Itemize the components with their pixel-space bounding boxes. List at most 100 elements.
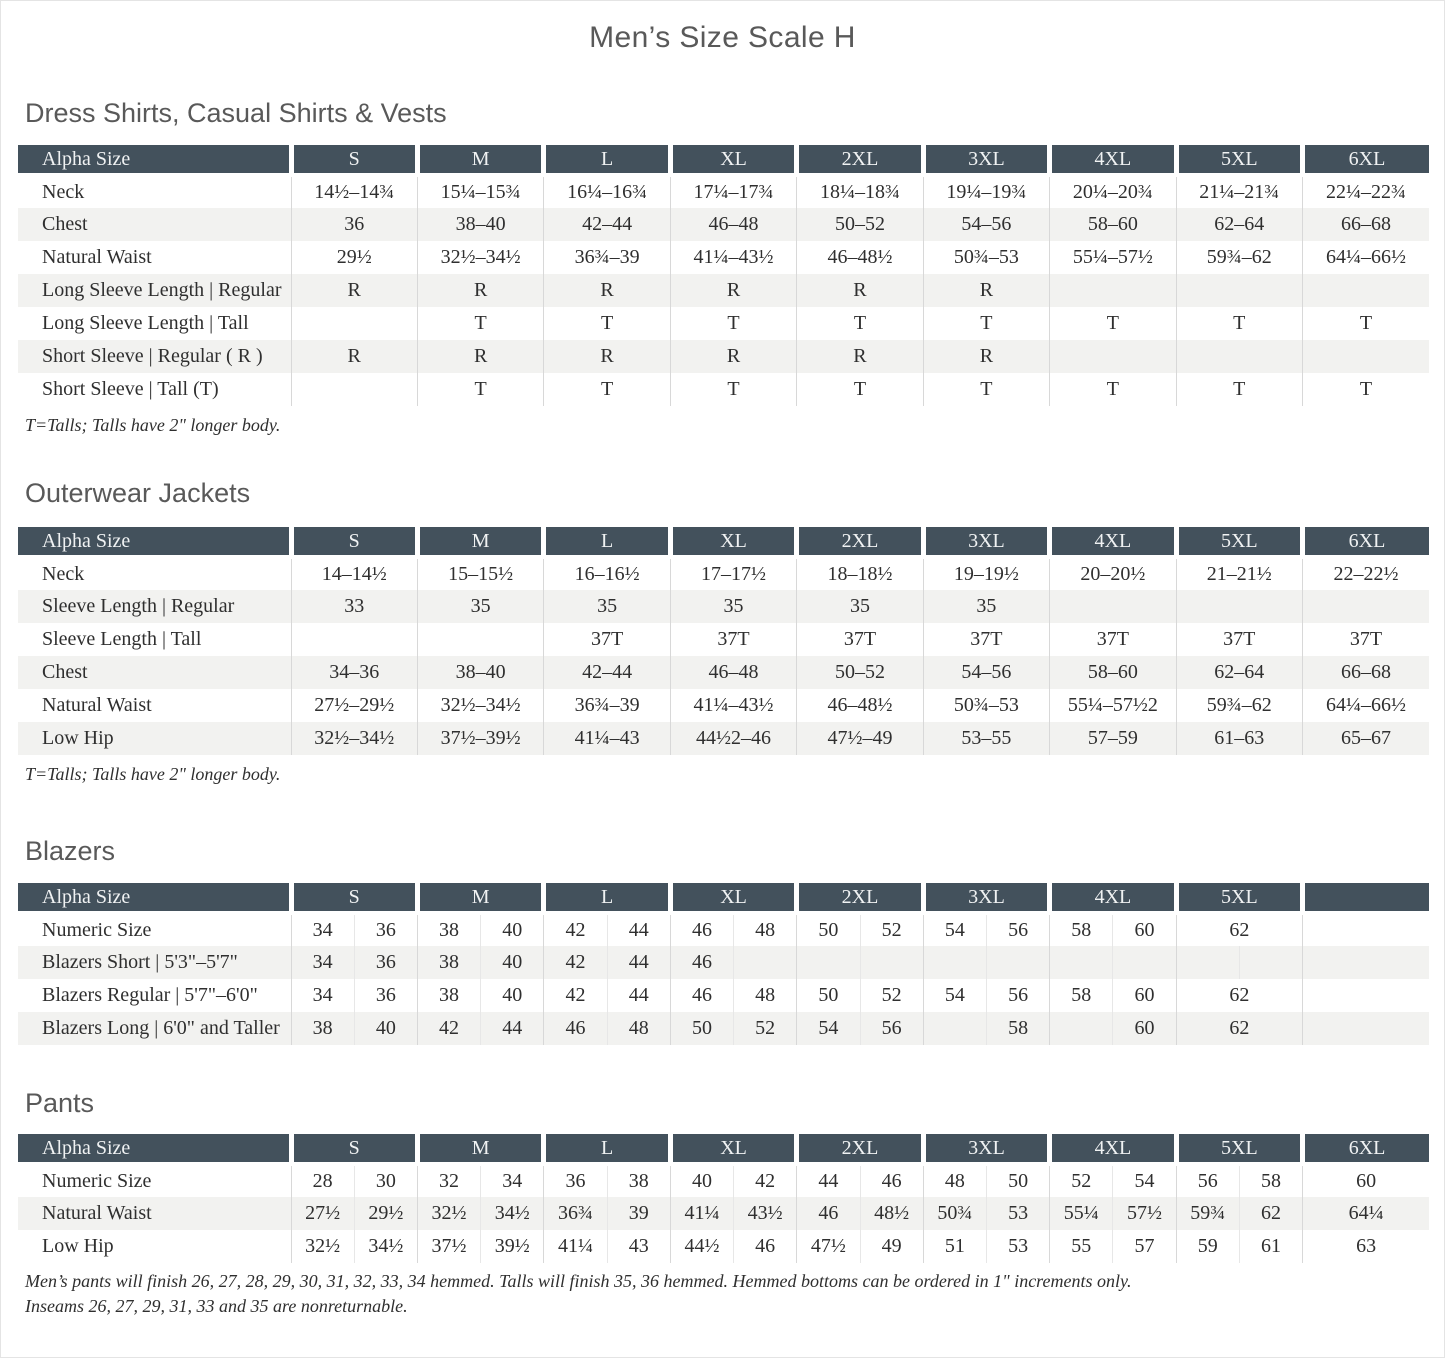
table-row: Long Sleeve Length | Regular R R R R R R [18,274,1429,307]
table-cell: 41¼ [669,1197,734,1230]
table-cell: 36¾ [543,1197,608,1230]
table-cell: 37½ [416,1230,481,1263]
table-cell: 55¼ [1049,1197,1113,1230]
size-column-header: 5XL [1173,883,1303,915]
table-cell: 62 [1175,1012,1303,1045]
table-cell: 44 [606,913,671,946]
table-cell: 58–60 [1049,208,1177,241]
table-cell: 33 [290,590,418,623]
table-cell: 62–64 [1175,656,1303,689]
table-cell: 50–52 [796,656,924,689]
size-column-header: L [541,527,671,559]
table-cell: 38 [416,913,481,946]
table-cell: 62 [1175,979,1303,1012]
table-cell: 42–44 [543,656,671,689]
size-column-header: 3XL [920,1134,1050,1166]
table-cell: 60 [1112,1012,1177,1045]
size-column-header: XL [667,527,797,559]
pants-footnote-line-1: Men’s pants will finish 26, 27, 28, 29, … [25,1271,1132,1291]
table-cell: T [416,373,544,406]
header-row: Alpha Size S M L XL 2XL 3XL 4XL 5XL 6XL [18,1134,1430,1166]
size-column-header: 2XL [794,1134,924,1166]
size-column-header: M [414,527,544,559]
table-cell: 46 [669,946,734,979]
size-column-header: 2XL [794,883,924,915]
row-label: Low Hip [42,1235,114,1257]
table-cell: 52 [1049,1164,1113,1197]
table-cell: 40 [480,946,544,979]
table-cell: 41¼ [543,1230,608,1263]
row-label: Short Sleeve | Tall (T) [42,378,219,400]
table-cell [1302,340,1429,373]
table-cell [1049,274,1177,307]
size-column-header: 5XL [1173,1134,1303,1166]
table-cell: 32½ [416,1197,481,1230]
label-column-header: Alpha Size [18,527,291,559]
table-cell: T [796,373,924,406]
table-cell: 54 [1112,1164,1177,1197]
table-cell: 38 [290,1012,355,1045]
table-cell: 46–48½ [796,689,924,722]
table-cell: 38–40 [416,208,544,241]
table-cell [1175,590,1303,623]
table-cell [796,946,860,979]
table-cell: 34½ [480,1197,544,1230]
table-cell: 39½ [480,1230,544,1263]
table-row: Natural Waist 27½ 29½ 32½ 34½ 36¾ 39 41¼ 43½ 46 48… [18,1197,1430,1230]
table-cell: 37T [1049,623,1177,656]
page-title: Men’s Size Scale H [589,21,856,54]
label-column-header: Alpha Size [18,1134,291,1166]
table-cell: T [796,307,924,340]
header-row: Alpha Size S M L XL 2XL 3XL 4XL 5XL [18,883,1430,915]
table-cell: 46 [543,1012,608,1045]
table-cell: T [1175,373,1303,406]
table-cell: 48 [733,913,797,946]
size-column-header: XL [667,145,797,177]
table-cell: 14–14½ [290,557,418,590]
table-cell: 56 [1175,1164,1240,1197]
row-label: Numeric Size [42,919,152,941]
table-cell: 28 [290,1164,355,1197]
table-cell: T [1302,373,1429,406]
table-cell: 35 [543,590,671,623]
table-cell: 48 [922,1164,987,1197]
size-column-header: S [288,1134,418,1166]
table-cell: 65–67 [1302,722,1429,755]
table-cell: 62–64 [1175,208,1303,241]
table-cell: 34–36 [290,656,418,689]
table-cell: T [669,307,797,340]
size-column-header: M [414,1134,544,1166]
table-cell: 48 [606,1012,671,1045]
table-row: Numeric Size 34 36 38 40 42 44 46 48 50 52 54 56 58 60… [18,913,1430,946]
table-cell: 35 [796,590,924,623]
table-cell: 19¼–19¾ [922,175,1050,208]
table-cell: 34 [290,979,355,1012]
table-cell: 44½ [669,1230,734,1263]
table-cell: 32½–34½ [416,241,544,274]
blazers-heading: Blazers [25,836,116,866]
table-cell: 36 [353,946,418,979]
size-column-header: 6XL [1300,527,1429,559]
table-cell: 62 [1175,913,1303,946]
table-cell: 18–18½ [796,557,924,590]
table-cell: 38 [606,1164,671,1197]
table-cell [1302,590,1429,623]
size-column-header: 3XL [920,145,1050,177]
table-cell: T [416,307,544,340]
table-cell: 54 [796,1012,860,1045]
table-cell: 46 [669,913,734,946]
table-cell: T [543,307,671,340]
table-cell: 61–63 [1175,722,1303,755]
table-cell [1175,946,1240,979]
table-cell: 54 [922,979,987,1012]
table-cell: 63 [1302,1230,1430,1263]
table-cell: R [669,274,797,307]
table-cell: 17–17½ [669,557,797,590]
table-cell: 57 [1112,1230,1177,1263]
table-cell: 36¾–39 [543,241,671,274]
size-column-header: 2XL [794,527,924,559]
row-label: Blazers Long | 6'0" and Taller [18,1012,291,1045]
table-cell: T [1049,373,1177,406]
table-cell: 44 [796,1164,860,1197]
table-cell: 38 [416,979,481,1012]
